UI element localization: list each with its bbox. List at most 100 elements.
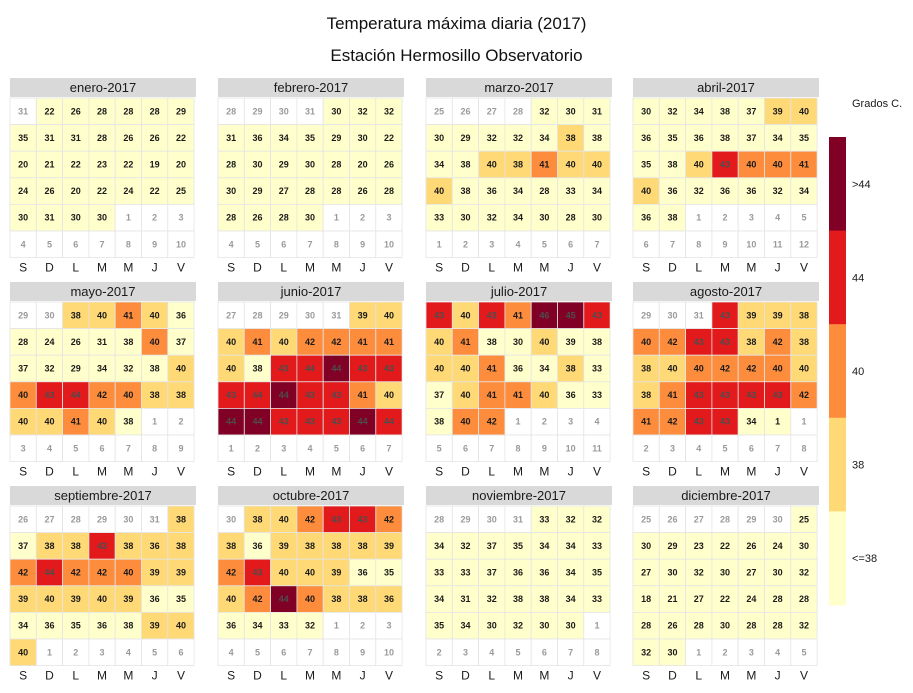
day-cell (583, 532, 611, 560)
outside-day-cell (737, 638, 765, 667)
outside-day-cell (88, 638, 116, 667)
day-cell (583, 203, 611, 232)
day-cell (530, 124, 558, 152)
day-cell (217, 177, 245, 205)
day-value: 35 (434, 621, 444, 631)
outside-day-number: 1 (437, 239, 442, 249)
day-value: 41 (71, 417, 81, 427)
day-value: 30 (305, 160, 315, 170)
outside-day-cell (504, 638, 532, 667)
day-value: 26 (358, 186, 368, 196)
outside-day-cell (322, 612, 350, 640)
outside-day-cell (790, 230, 818, 259)
day-cell (764, 612, 792, 640)
day-value: 42 (305, 337, 315, 347)
facet-title: marzo-2017 (484, 80, 553, 95)
outside-day-number: 2 (360, 621, 365, 631)
day-value: 42 (773, 337, 783, 347)
day-value: 35 (513, 541, 523, 551)
outside-day-cell (583, 638, 611, 667)
day-cell (583, 505, 611, 534)
day-cell (167, 532, 195, 560)
day-cell (790, 328, 818, 356)
outside-day-cell (349, 638, 377, 667)
day-cell (141, 585, 169, 613)
day-value: 33 (434, 568, 444, 578)
day-value: 42 (384, 514, 394, 524)
day-value: 43 (279, 417, 289, 427)
weekday-label: J (360, 261, 366, 275)
outside-day-cell (711, 203, 739, 232)
outside-day-cell (451, 434, 479, 463)
outside-day-cell (62, 230, 90, 259)
day-cell (737, 328, 765, 356)
day-value: 36 (384, 594, 394, 604)
day-cell (583, 301, 611, 330)
weekday-label: L (280, 465, 287, 479)
outside-day-number: 10 (384, 647, 394, 657)
outside-day-number: 5 (255, 239, 260, 249)
day-cell (711, 177, 739, 205)
day-value: 37 (487, 541, 497, 551)
day-cell (478, 328, 506, 356)
outside-day-number: 2 (723, 213, 728, 223)
outside-day-number: 29 (746, 514, 756, 524)
day-value: 43 (694, 417, 704, 427)
day-value: 31 (97, 337, 107, 347)
day-value: 34 (434, 594, 444, 604)
outside-day-number: 30 (226, 514, 236, 524)
day-value: 42 (667, 417, 677, 427)
day-cell (375, 150, 403, 179)
outside-day-number: 1 (334, 621, 339, 631)
day-value: 31 (460, 594, 470, 604)
day-value: 40 (18, 417, 28, 427)
day-cell (9, 407, 37, 436)
day-cell (658, 354, 686, 383)
day-value: 26 (746, 541, 756, 551)
weekday-label: M (331, 669, 341, 683)
day-cell (530, 97, 558, 126)
day-value: 32 (566, 514, 576, 524)
day-value: 39 (566, 337, 576, 347)
legend-label: 44 (852, 272, 864, 284)
day-value: 44 (279, 594, 289, 604)
weekday-label: S (19, 465, 27, 479)
outside-day-cell (217, 97, 245, 126)
day-cell (764, 328, 792, 356)
outside-day-number: 1 (229, 443, 234, 453)
weekday-label: S (642, 669, 650, 683)
day-cell (167, 354, 195, 383)
outside-day-cell (88, 434, 116, 463)
day-value: 30 (720, 621, 730, 631)
weekday-label: D (461, 465, 470, 479)
day-cell (583, 124, 611, 152)
day-value: 24 (44, 337, 54, 347)
outside-day-number: 4 (229, 647, 234, 657)
day-value: 43 (720, 417, 730, 427)
day-cell (478, 407, 506, 436)
outside-day-number: 7 (126, 443, 131, 453)
day-cell (217, 558, 245, 587)
day-cell (711, 381, 739, 409)
day-cell (737, 612, 765, 640)
outside-day-number: 3 (386, 621, 391, 631)
facet-strip (10, 486, 196, 505)
day-value: 36 (641, 133, 651, 143)
outside-day-cell (530, 230, 558, 259)
day-cell (243, 354, 272, 383)
day-cell (9, 638, 37, 667)
day-value: 36 (252, 541, 262, 551)
day-value: 43 (720, 310, 730, 320)
outside-day-number: 6 (568, 239, 573, 249)
day-value: 22 (44, 106, 54, 116)
outside-day-number: 8 (801, 443, 806, 453)
day-value: 32 (799, 621, 809, 631)
weekday-label: L (280, 261, 287, 275)
day-cell (478, 124, 506, 152)
day-cell (88, 407, 116, 436)
day-value: 42 (746, 364, 756, 374)
outside-day-cell (711, 505, 739, 534)
day-value: 28 (539, 186, 549, 196)
day-cell (504, 585, 532, 613)
day-cell (322, 328, 350, 356)
